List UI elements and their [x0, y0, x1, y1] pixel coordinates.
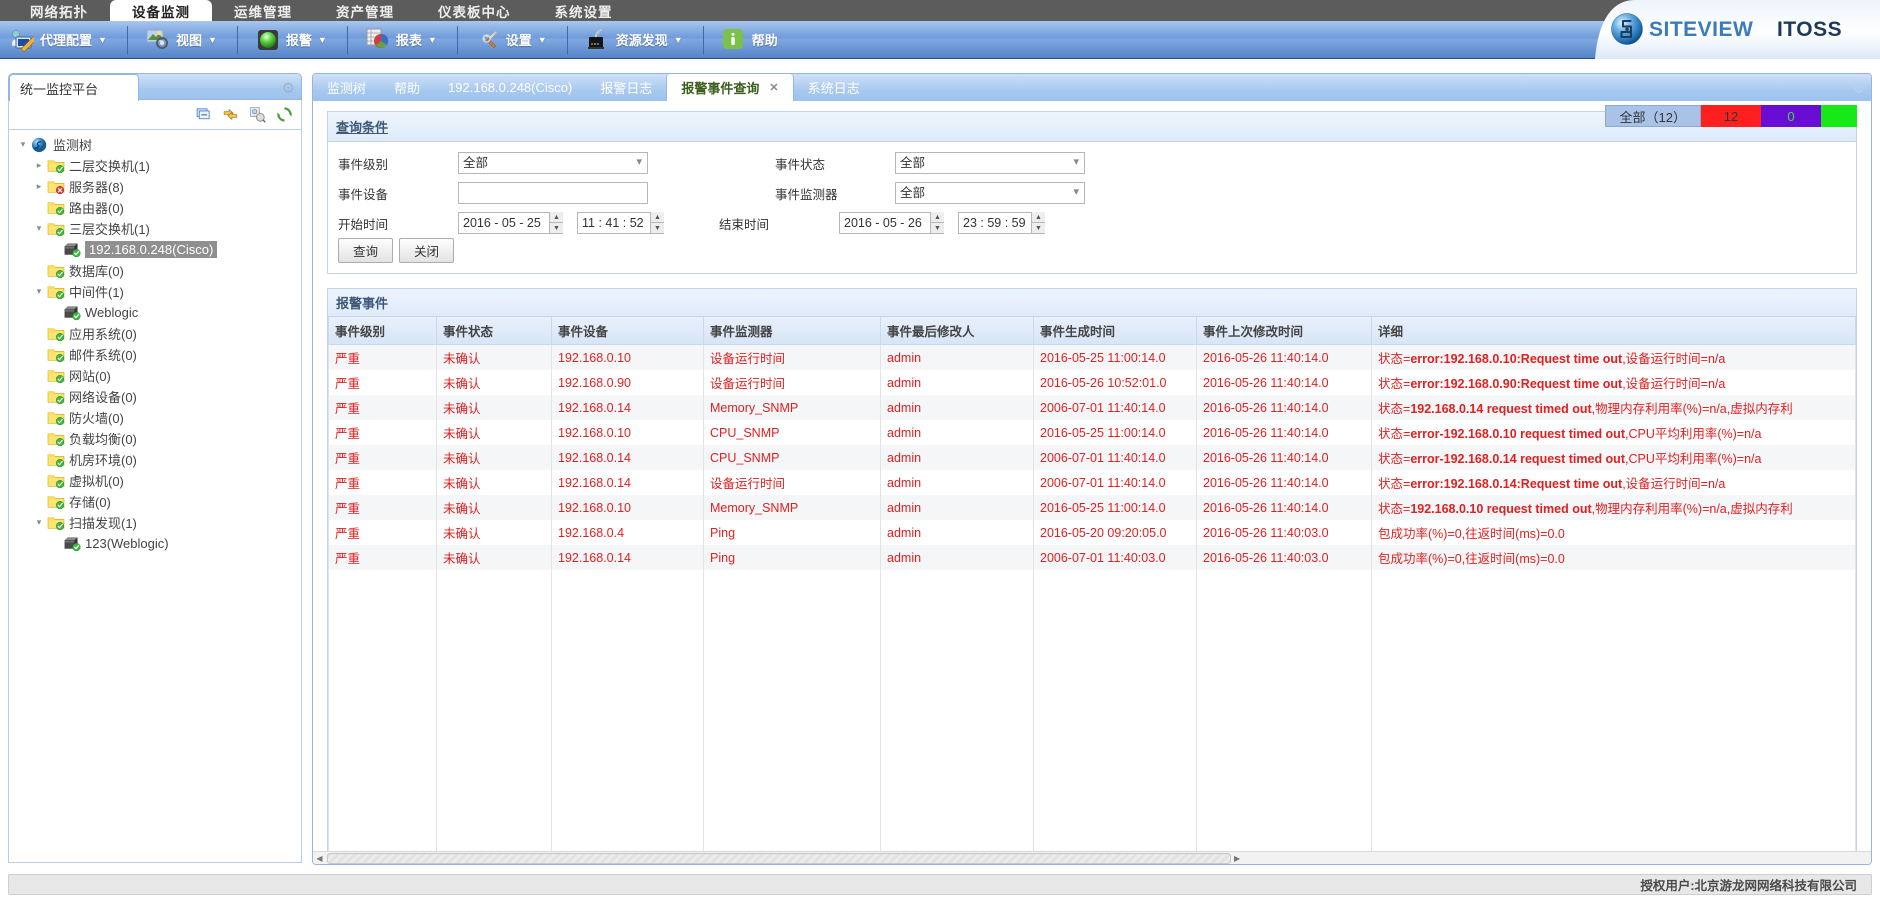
svg-text:ITOSS: ITOSS [1777, 18, 1842, 41]
svg-text:SITEVIEW: SITEVIEW [1649, 18, 1753, 41]
